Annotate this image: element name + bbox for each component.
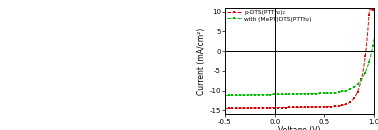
with (MePT)DTS(PTTh₂) [223, 95, 227, 96]
p-DTS(PTTh₂)₂ [241, 107, 245, 109]
p-DTS(PTTh₂)₂ [318, 106, 322, 108]
with (MePT)DTS(PTTh₂) [283, 93, 287, 95]
with (MePT)DTS(PTTh₂) [318, 93, 322, 94]
p-DTS(PTTh₂)₂ [367, 9, 372, 11]
Line: with (MePT)DTS(PTTh₂): with (MePT)DTS(PTTh₂) [224, 23, 378, 97]
p-DTS(PTTh₂)₂ [223, 108, 227, 109]
Line: p-DTS(PTTh₂)₂: p-DTS(PTTh₂)₂ [224, 9, 378, 110]
p-DTS(PTTh₂)₂ [272, 107, 276, 108]
p-DTS(PTTh₂)₂ [374, 9, 378, 11]
p-DTS(PTTh₂)₂ [333, 106, 337, 107]
with (MePT)DTS(PTTh₂) [272, 94, 276, 95]
p-DTS(PTTh₂)₂ [283, 107, 287, 108]
with (MePT)DTS(PTTh₂) [241, 94, 245, 96]
X-axis label: Voltage (V): Voltage (V) [278, 126, 321, 130]
with (MePT)DTS(PTTh₂) [374, 24, 378, 25]
Y-axis label: Current (mA/cm²): Current (mA/cm²) [197, 27, 206, 95]
p-DTS(PTTh₂)₂ [332, 106, 336, 107]
with (MePT)DTS(PTTh₂) [333, 92, 337, 93]
with (MePT)DTS(PTTh₂) [332, 92, 336, 93]
Legend: p-DTS(PTTh₂)₂, with (MePT)DTS(PTTh₂): p-DTS(PTTh₂)₂, with (MePT)DTS(PTTh₂) [226, 9, 312, 22]
